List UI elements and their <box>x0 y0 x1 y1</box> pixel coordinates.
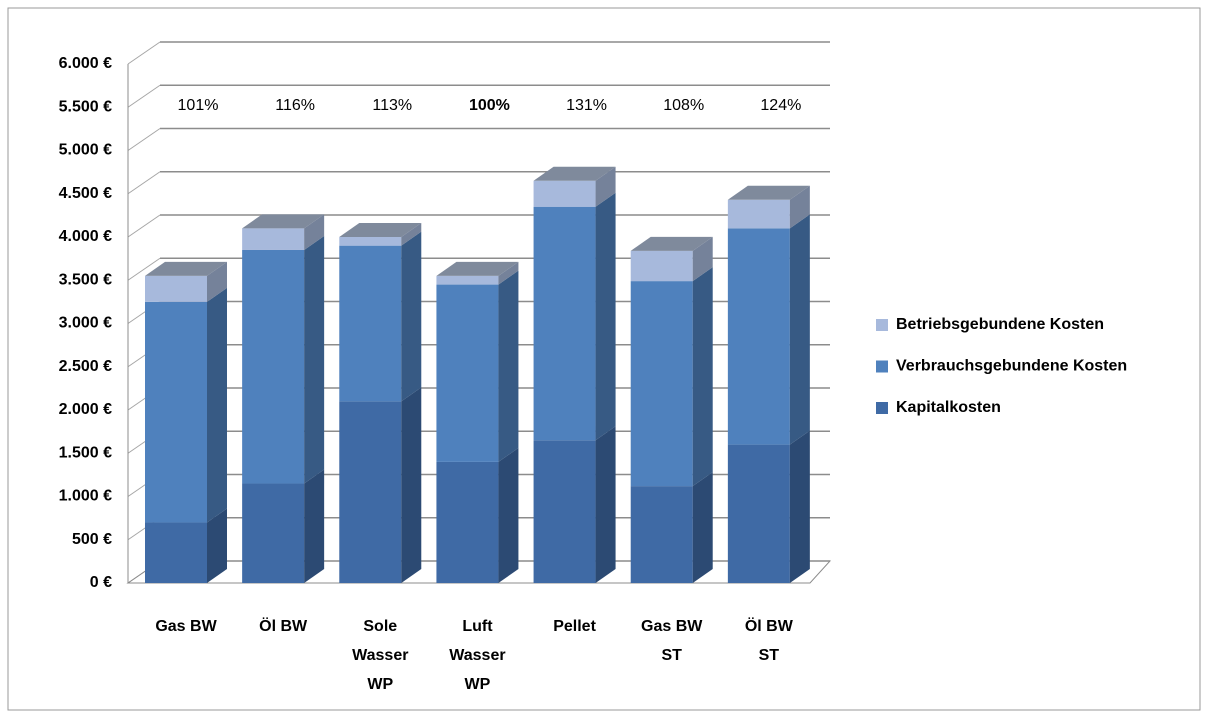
y-tick-label: 1.500 € <box>59 444 112 461</box>
bar-side <box>498 270 519 462</box>
bar-segment <box>339 237 402 246</box>
x-tick-label: ST <box>759 647 780 664</box>
bar-side <box>401 231 422 402</box>
x-tick-label: Sole <box>363 618 397 635</box>
y-tick-label: 3.000 € <box>59 315 112 332</box>
y-tick-label: 6.000 € <box>59 55 112 72</box>
bar-side <box>401 223 422 246</box>
bar-segment <box>242 249 305 484</box>
bar-segment <box>242 228 305 250</box>
bar-segment <box>339 245 402 402</box>
bar-top <box>727 185 810 200</box>
y-tick-label: 500 € <box>72 531 112 548</box>
annotation: 113% <box>372 97 412 114</box>
bar-side <box>207 287 227 523</box>
bar-segment <box>436 275 499 285</box>
bar-side <box>789 214 810 445</box>
bar-side <box>595 192 616 441</box>
bar-side <box>207 261 227 302</box>
bar-side <box>692 236 713 282</box>
x-tick-label: Luft <box>462 618 493 635</box>
bar-segment <box>727 444 790 583</box>
grid-line-wall <box>127 214 161 238</box>
legend-swatch <box>876 360 888 373</box>
x-tick-label: Pellet <box>553 618 596 635</box>
annotation: 116% <box>275 97 315 114</box>
bar-segment <box>533 440 596 583</box>
annotation: 101% <box>178 97 219 114</box>
legend-label: Verbrauchsgebundene Kosten <box>896 358 1127 375</box>
x-tick-label: WP <box>367 676 393 693</box>
bar-segment <box>436 284 499 462</box>
bar-segment <box>436 461 499 583</box>
bar-segment <box>533 180 596 207</box>
bar-side <box>304 469 325 583</box>
x-tick-label: WP <box>465 676 491 693</box>
x-tick-label: Öl BW <box>259 616 308 635</box>
legend-swatch <box>876 402 888 414</box>
x-tick-label: Gas BW <box>155 618 217 635</box>
bar-side <box>789 185 810 229</box>
x-tick-label: Öl BW <box>745 616 794 635</box>
bar-side <box>401 387 422 583</box>
bar-side <box>595 426 616 583</box>
bar-side <box>304 235 325 484</box>
grid-line-wall <box>127 128 161 151</box>
legend-label: Betriebsgebundene Kosten <box>896 316 1104 333</box>
x-tick-label: Wasser <box>449 647 505 664</box>
bar-segment <box>533 206 596 441</box>
x-tick-label: Wasser <box>352 647 408 664</box>
annotation: 131% <box>566 97 607 114</box>
bar-top <box>145 261 227 276</box>
y-tick-label: 3.500 € <box>59 271 112 288</box>
bar-side <box>498 447 519 583</box>
bar-top <box>242 214 325 229</box>
bar-segment <box>242 483 305 583</box>
bar-side <box>692 472 713 583</box>
y-tick-label: 2.000 € <box>59 401 112 418</box>
grid-line-wall <box>127 41 161 65</box>
y-tick-label: 1.000 € <box>59 488 112 505</box>
grid-line-wall <box>127 171 161 195</box>
bar-top <box>436 261 519 276</box>
y-tick-label: 5.000 € <box>59 142 112 159</box>
bar-side <box>692 267 713 487</box>
x-tick-label: ST <box>661 647 682 664</box>
bar-segment <box>630 281 693 487</box>
bar-side <box>304 214 325 250</box>
x-tick-label: Gas BW <box>641 618 703 635</box>
bar-top <box>533 166 616 181</box>
bar-segment <box>727 228 790 445</box>
y-tick-label: 4.500 € <box>59 185 112 202</box>
bar-segment <box>727 199 790 229</box>
grid-line-wall <box>127 257 161 281</box>
y-tick-label: 4.000 € <box>59 228 112 245</box>
bar-top <box>630 236 713 251</box>
bar-side <box>789 430 810 583</box>
legend-label: Kapitalkosten <box>896 399 1001 416</box>
grid-line-wall <box>127 84 161 108</box>
bar-segment <box>145 522 207 583</box>
y-tick-label: 2.500 € <box>59 358 112 375</box>
annotation: 124% <box>760 97 801 114</box>
bar-segment <box>630 486 693 583</box>
y-tick-label: 5.500 € <box>59 98 112 115</box>
bar-segment <box>339 401 402 583</box>
bar-side <box>207 508 227 583</box>
bar-segment <box>145 301 207 523</box>
bar-top <box>339 223 422 237</box>
annotation: 100% <box>469 97 510 114</box>
bar-segment <box>630 250 693 282</box>
bar-side <box>595 166 616 207</box>
bar-side <box>498 261 519 285</box>
annotation: 108% <box>663 97 704 114</box>
y-tick-label: 0 € <box>90 574 112 591</box>
bar-segment <box>145 275 207 302</box>
legend-swatch <box>876 319 888 331</box>
